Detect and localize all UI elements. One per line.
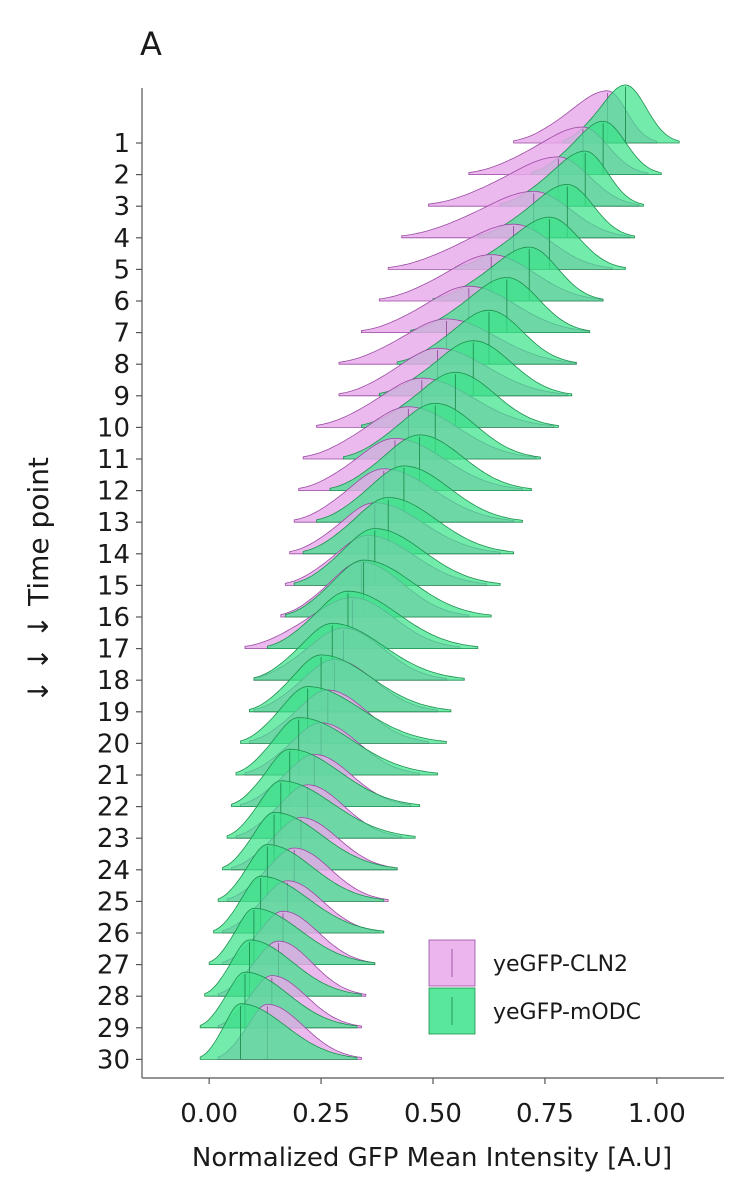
y-tick-label: 6 [113, 287, 130, 317]
y-tick-label: 23 [97, 824, 130, 854]
x-tick-label: 0.25 [292, 1099, 350, 1129]
y-tick-label: 20 [97, 729, 130, 759]
y-tick-label: 24 [97, 856, 130, 886]
y-axis-label: ↓ ↓ ↓ Time point [22, 457, 55, 703]
y-tick-label: 21 [97, 761, 130, 791]
x-tick-label: 1.00 [628, 1099, 686, 1129]
x-ticks-group: 0.00 0.25 0.50 0.75 1.00 [180, 1078, 686, 1129]
y-tick-label: 7 [113, 319, 130, 349]
modc-density-tp7 [410, 277, 591, 333]
y-tick-label: 16 [97, 603, 130, 633]
panel-label: A [140, 25, 162, 63]
y-tick-label: 9 [113, 382, 130, 412]
y-tick-label: 22 [97, 793, 130, 823]
y-tick-label: 1 [113, 129, 130, 159]
y-tick-label: 4 [113, 224, 130, 254]
x-tick-label: 0.75 [516, 1099, 574, 1129]
y-tick-label: 26 [97, 919, 130, 949]
y-tick-label: 17 [97, 635, 130, 665]
y-tick-label: 25 [97, 887, 130, 917]
y-tick-label: 18 [97, 666, 130, 696]
y-tick-label: 10 [97, 413, 130, 443]
y-tick-label: 14 [97, 540, 130, 570]
x-tick-label: 0.00 [180, 1099, 238, 1129]
x-tick-label: 0.50 [404, 1099, 462, 1129]
ridge-row-7 [361, 277, 591, 333]
y-tick-label: 5 [113, 255, 130, 285]
y-tick-label: 12 [97, 477, 130, 507]
ridge-row-30 [199, 1003, 362, 1060]
legend: yeGFP-CLN2 yeGFP-mODC [428, 939, 641, 1035]
x-axis-label: Normalized GFP Mean Intensity [A.U] [192, 1143, 672, 1173]
modc-legend-label: yeGFP-mODC [493, 1000, 641, 1025]
y-tick-label: 3 [113, 192, 130, 222]
y-tick-label: 30 [97, 1045, 130, 1075]
y-tick-label: 2 [113, 161, 130, 191]
y-tick-label: 27 [97, 951, 130, 981]
modc-density-tp30 [199, 1003, 358, 1060]
y-tick-label: 15 [97, 571, 130, 601]
y-tick-label: 11 [97, 445, 130, 475]
y-tick-label: 8 [113, 350, 130, 380]
y-tick-label: 29 [97, 1014, 130, 1044]
y-tick-label: 19 [97, 698, 130, 728]
y-ticks-group: 1234567891011121314151617181920212223242… [97, 129, 142, 1075]
ridges-group [199, 84, 680, 1060]
cln2-legend-label: yeGFP-CLN2 [493, 952, 628, 977]
y-tick-label: 28 [97, 982, 130, 1012]
y-tick-label: 13 [97, 508, 130, 538]
